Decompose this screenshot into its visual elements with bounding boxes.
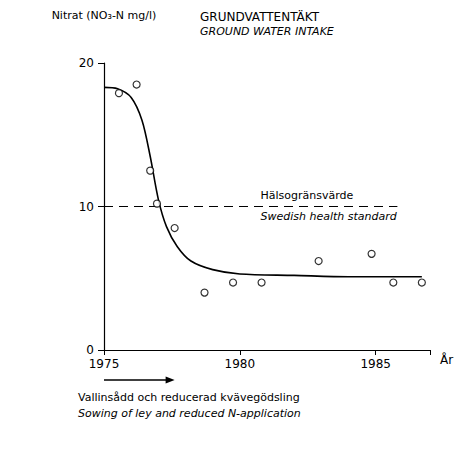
svg-text:Nitrat (NO₃-N mg/l): Nitrat (NO₃-N mg/l) — [52, 9, 157, 22]
svg-text:20: 20 — [79, 56, 94, 70]
svg-text:GROUND WATER INTAKE: GROUND WATER INTAKE — [200, 25, 334, 38]
svg-text:Swedish health standard: Swedish health standard — [260, 210, 397, 223]
svg-text:1985: 1985 — [360, 357, 391, 371]
svg-text:1980: 1980 — [225, 357, 256, 371]
svg-text:1975: 1975 — [89, 357, 120, 371]
svg-text:0: 0 — [86, 343, 94, 357]
svg-text:År: År — [440, 352, 453, 367]
svg-text:10: 10 — [79, 200, 94, 214]
svg-text:Sowing of ley and reduced N-ap: Sowing of ley and reduced N-application — [78, 407, 301, 420]
svg-text:Vallinsådd och reducerad kväve: Vallinsådd och reducerad kvävegödsling — [78, 391, 300, 404]
svg-text:GRUNDVATTENTÄKT: GRUNDVATTENTÄKT — [200, 9, 320, 24]
svg-text:Hälsogränsvärde: Hälsogränsvärde — [260, 189, 353, 202]
